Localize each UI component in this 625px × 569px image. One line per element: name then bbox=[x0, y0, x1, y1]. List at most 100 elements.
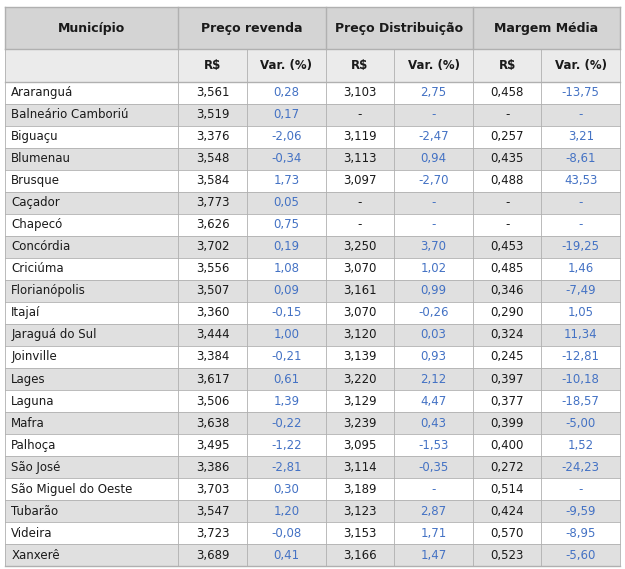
Text: 3,376: 3,376 bbox=[196, 130, 229, 143]
Text: -2,70: -2,70 bbox=[418, 174, 449, 187]
Bar bbox=[5, 82, 178, 104]
Bar bbox=[178, 500, 247, 522]
Text: Var. (%): Var. (%) bbox=[555, 59, 607, 72]
Bar bbox=[394, 544, 472, 566]
Bar bbox=[5, 170, 178, 192]
Bar bbox=[178, 192, 247, 214]
Text: 3,548: 3,548 bbox=[196, 152, 229, 166]
Text: -1,22: -1,22 bbox=[271, 439, 302, 452]
Text: -: - bbox=[579, 218, 583, 232]
Text: 0,30: 0,30 bbox=[273, 483, 299, 496]
Bar bbox=[247, 82, 326, 104]
Text: 3,070: 3,070 bbox=[343, 307, 377, 319]
Text: 0,43: 0,43 bbox=[421, 417, 446, 430]
Bar bbox=[394, 148, 472, 170]
Bar bbox=[541, 324, 620, 346]
Bar bbox=[326, 456, 394, 478]
Text: Preço Distribuição: Preço Distribuição bbox=[335, 22, 463, 35]
Text: 3,120: 3,120 bbox=[343, 328, 377, 341]
Bar bbox=[178, 280, 247, 302]
Bar bbox=[472, 170, 541, 192]
Bar bbox=[178, 50, 247, 82]
Text: 3,495: 3,495 bbox=[196, 439, 229, 452]
Bar bbox=[326, 50, 394, 82]
Text: 4,47: 4,47 bbox=[421, 394, 447, 407]
Text: 0,458: 0,458 bbox=[491, 86, 524, 99]
Text: R$: R$ bbox=[204, 59, 221, 72]
Text: 1,05: 1,05 bbox=[568, 307, 594, 319]
Bar bbox=[326, 104, 394, 126]
Bar bbox=[472, 126, 541, 148]
Bar bbox=[326, 192, 394, 214]
Bar bbox=[541, 522, 620, 544]
Bar bbox=[247, 368, 326, 390]
Text: Margem Média: Margem Média bbox=[494, 22, 599, 35]
Text: 0,272: 0,272 bbox=[491, 460, 524, 473]
Bar bbox=[178, 478, 247, 500]
Bar bbox=[178, 7, 326, 50]
Text: 3,161: 3,161 bbox=[343, 284, 377, 298]
Text: 3,21: 3,21 bbox=[568, 130, 594, 143]
Text: 3,189: 3,189 bbox=[343, 483, 377, 496]
Text: 3,547: 3,547 bbox=[196, 505, 229, 518]
Bar bbox=[394, 50, 472, 82]
Bar bbox=[178, 456, 247, 478]
Text: 0,290: 0,290 bbox=[491, 307, 524, 319]
Text: 0,257: 0,257 bbox=[491, 130, 524, 143]
Text: Mafra: Mafra bbox=[11, 417, 45, 430]
Bar bbox=[5, 522, 178, 544]
Bar bbox=[247, 434, 326, 456]
Bar bbox=[178, 104, 247, 126]
Text: Var. (%): Var. (%) bbox=[408, 59, 459, 72]
Text: Preço revenda: Preço revenda bbox=[201, 22, 302, 35]
Text: -0,26: -0,26 bbox=[418, 307, 449, 319]
Text: -: - bbox=[357, 108, 362, 121]
Bar bbox=[5, 324, 178, 346]
Bar bbox=[326, 170, 394, 192]
Bar bbox=[5, 126, 178, 148]
Text: 3,773: 3,773 bbox=[196, 196, 229, 209]
Text: 3,70: 3,70 bbox=[421, 241, 446, 253]
Bar bbox=[326, 544, 394, 566]
Bar bbox=[247, 500, 326, 522]
Bar bbox=[247, 104, 326, 126]
Text: 0,324: 0,324 bbox=[491, 328, 524, 341]
Bar bbox=[178, 368, 247, 390]
Bar bbox=[472, 478, 541, 500]
Text: 0,17: 0,17 bbox=[273, 108, 299, 121]
Bar bbox=[541, 346, 620, 368]
Bar bbox=[5, 412, 178, 434]
Text: 3,119: 3,119 bbox=[343, 130, 377, 143]
Bar bbox=[247, 126, 326, 148]
Text: 0,346: 0,346 bbox=[491, 284, 524, 298]
Bar bbox=[541, 302, 620, 324]
Text: -5,60: -5,60 bbox=[566, 549, 596, 562]
Bar bbox=[472, 82, 541, 104]
Bar bbox=[541, 50, 620, 82]
Bar bbox=[326, 390, 394, 412]
Bar bbox=[178, 170, 247, 192]
Text: Florianópolis: Florianópolis bbox=[11, 284, 86, 298]
Bar bbox=[541, 390, 620, 412]
Text: -8,95: -8,95 bbox=[566, 527, 596, 539]
Bar bbox=[5, 500, 178, 522]
Text: 2,75: 2,75 bbox=[421, 86, 447, 99]
Bar bbox=[5, 214, 178, 236]
Bar bbox=[472, 390, 541, 412]
Text: -8,61: -8,61 bbox=[566, 152, 596, 166]
Bar bbox=[541, 280, 620, 302]
Bar bbox=[5, 346, 178, 368]
Text: 3,556: 3,556 bbox=[196, 262, 229, 275]
Bar bbox=[247, 544, 326, 566]
Bar bbox=[178, 258, 247, 280]
Bar bbox=[541, 236, 620, 258]
Bar bbox=[394, 258, 472, 280]
Bar bbox=[394, 302, 472, 324]
Bar bbox=[472, 148, 541, 170]
Text: 0,28: 0,28 bbox=[273, 86, 299, 99]
Text: -10,18: -10,18 bbox=[562, 373, 599, 386]
Text: Chapecó: Chapecó bbox=[11, 218, 62, 232]
Text: -: - bbox=[431, 108, 436, 121]
Text: -0,15: -0,15 bbox=[271, 307, 301, 319]
Text: 1,02: 1,02 bbox=[421, 262, 447, 275]
